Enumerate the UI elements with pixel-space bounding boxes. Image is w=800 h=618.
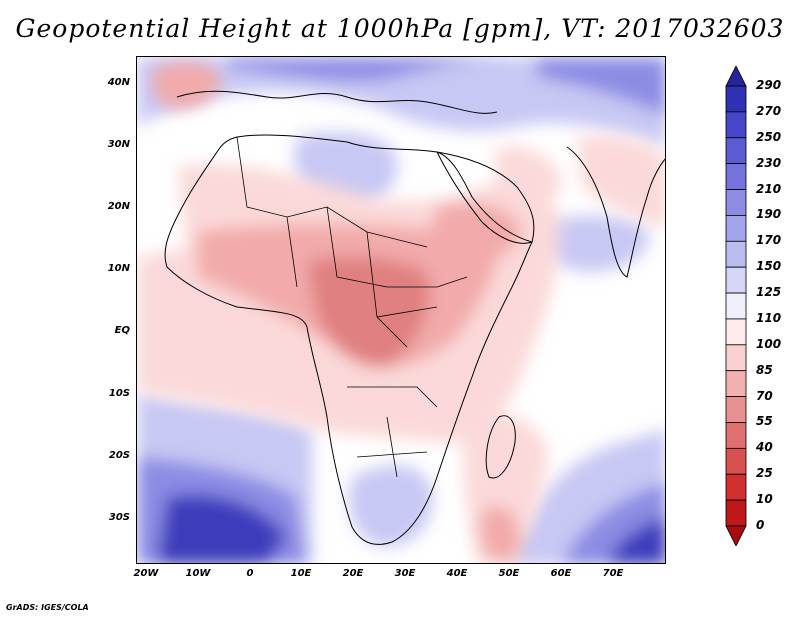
colorbar-label: 210 <box>756 181 782 196</box>
colorbar-label: 70 <box>756 388 773 403</box>
longitude-label: 10W <box>185 568 211 579</box>
colorbar-segment <box>725 447 747 475</box>
colorbar-label: 0 <box>756 518 765 532</box>
colorbar-label: 100 <box>756 336 782 351</box>
latitude-label: 10S <box>108 388 130 399</box>
north-blue-core <box>227 57 517 82</box>
india-pink <box>577 135 665 227</box>
longitude-label: 0 <box>246 568 254 579</box>
latitude-label: 40N <box>107 77 130 88</box>
africa-coastline <box>164 134 533 545</box>
colorbar-segment <box>725 85 747 113</box>
southeast-deep <box>607 517 665 563</box>
chart-title: Geopotential Height at 1000hPa [gpm], VT… <box>15 14 785 43</box>
longitude-label: 40E <box>446 568 468 579</box>
colorbar-segment <box>725 66 747 87</box>
colorbar-segment <box>725 525 747 546</box>
colorbar-segment <box>725 499 747 527</box>
india-coast <box>566 146 665 278</box>
colorbar-label: 270 <box>756 103 782 118</box>
colorbar-segment <box>725 189 747 216</box>
colorbar-segment <box>725 137 747 165</box>
colorbar-segment <box>725 473 747 501</box>
longitude-label: 20E <box>342 568 364 579</box>
longitude-label: 50E <box>498 568 520 579</box>
colorbar-segment <box>725 215 747 242</box>
colorbar-label: 170 <box>756 233 782 248</box>
colorbar-label: 10 <box>756 492 773 507</box>
colorbar-label: 110 <box>756 310 782 325</box>
colorbar-segment <box>725 396 747 423</box>
iberia-low <box>151 62 222 109</box>
longitude-label: 20W <box>133 568 159 579</box>
colorbar-segment <box>725 318 747 346</box>
colorbar-label: 150 <box>756 259 782 274</box>
colorbar-segment <box>725 111 747 139</box>
latitude-label: EQ <box>114 325 130 336</box>
colorbar-label: 190 <box>756 207 782 222</box>
colorbar-label: 55 <box>756 414 773 429</box>
longitude-label: 10E <box>290 568 312 579</box>
colorbar <box>725 66 747 546</box>
colorbar-segment <box>725 266 747 294</box>
northeast-blue-core <box>537 57 665 117</box>
north-blue-zone <box>137 57 665 147</box>
colorbar-label: 230 <box>756 155 782 170</box>
map-panel <box>136 56 666 564</box>
colorbar-label: 125 <box>756 285 782 300</box>
colorbar-segment <box>725 292 747 320</box>
africa-borders <box>236 136 468 478</box>
latitude-label: 20N <box>107 201 130 212</box>
coastlines <box>164 90 665 545</box>
colorbar-label: 85 <box>756 362 773 377</box>
ethiopia-pink <box>433 202 522 264</box>
colorbar-segment <box>725 422 747 449</box>
madagascar-south-low <box>480 506 522 562</box>
colorbar-segment <box>725 370 747 397</box>
latitude-label: 10N <box>107 263 130 274</box>
colorbar-label: 40 <box>756 440 773 455</box>
arabian-peninsula <box>436 151 535 244</box>
southwest-deep <box>157 494 287 563</box>
colorbar-segment <box>725 344 747 372</box>
colorbar-label: 290 <box>756 78 782 92</box>
colorbar-segment <box>725 240 747 268</box>
madagascar <box>485 415 516 479</box>
longitude-label: 30E <box>394 568 416 579</box>
central-africa-low <box>307 256 430 368</box>
arabia-pink <box>495 146 562 211</box>
latitude-label: 20S <box>108 450 130 461</box>
colorbar-label: 250 <box>756 129 782 144</box>
latitude-label: 30N <box>107 139 130 150</box>
grads-credit: GrADS: IGES/COLA <box>6 603 89 612</box>
height-field-map <box>137 57 665 563</box>
longitude-label: 70E <box>602 568 624 579</box>
colorbar-label: 25 <box>756 466 773 481</box>
colorbar-segment <box>725 163 747 190</box>
mediterranean-north-shore <box>176 90 498 114</box>
longitude-label: 60E <box>550 568 572 579</box>
latitude-label: 30S <box>108 512 130 523</box>
